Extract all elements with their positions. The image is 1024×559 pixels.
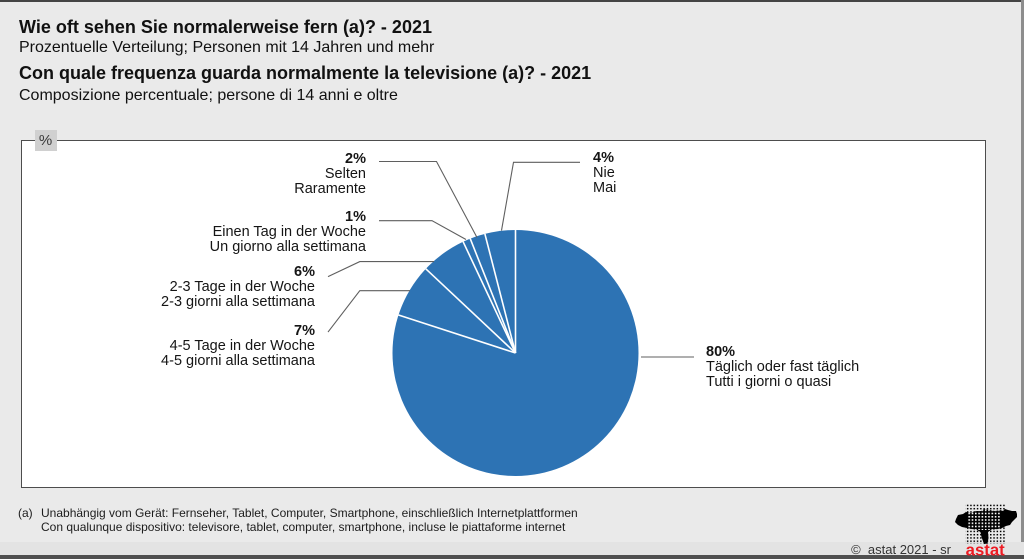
svg-text:astat: astat [966,541,1005,559]
